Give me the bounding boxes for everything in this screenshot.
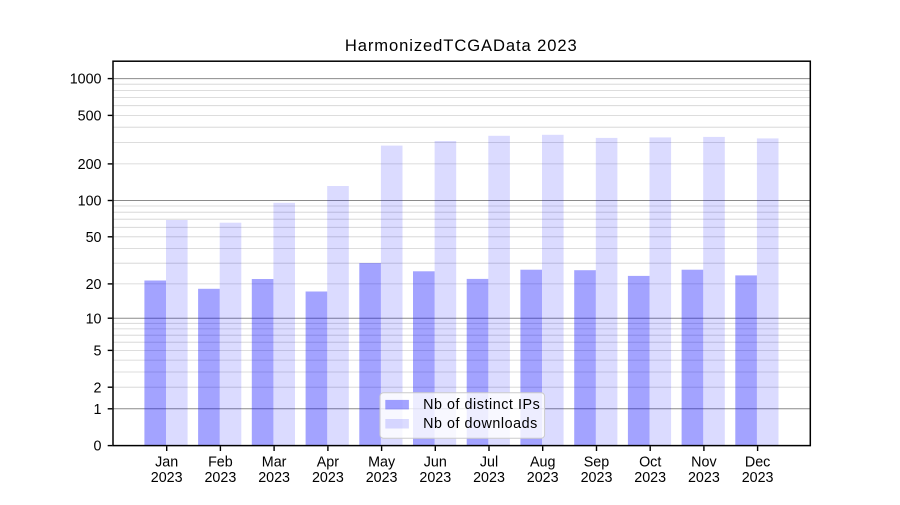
svg-text:Nb of distinct IPs: Nb of distinct IPs <box>423 397 540 413</box>
svg-text:Aug: Aug <box>530 455 555 471</box>
svg-text:Nb of downloads: Nb of downloads <box>423 416 538 432</box>
svg-text:2023: 2023 <box>419 470 451 486</box>
svg-text:2023: 2023 <box>742 470 774 486</box>
svg-text:2023: 2023 <box>366 470 398 486</box>
svg-text:0: 0 <box>94 439 102 455</box>
svg-text:1000: 1000 <box>70 72 102 88</box>
svg-text:50: 50 <box>86 230 102 246</box>
svg-text:Apr: Apr <box>317 455 339 471</box>
svg-text:20: 20 <box>86 277 102 293</box>
svg-text:Jan: Jan <box>155 455 178 471</box>
svg-text:2023: 2023 <box>527 470 559 486</box>
svg-text:Mar: Mar <box>262 455 287 471</box>
svg-text:2023: 2023 <box>688 470 720 486</box>
svg-text:2023: 2023 <box>312 470 344 486</box>
svg-text:2023: 2023 <box>151 470 183 486</box>
svg-text:Nov: Nov <box>691 455 717 471</box>
svg-text:500: 500 <box>78 109 102 125</box>
svg-text:200: 200 <box>78 157 102 173</box>
svg-text:Sep: Sep <box>584 455 609 471</box>
svg-text:Feb: Feb <box>208 455 233 471</box>
svg-text:2: 2 <box>94 380 102 396</box>
svg-text:Oct: Oct <box>639 455 661 471</box>
svg-text:1: 1 <box>94 402 102 418</box>
svg-text:2023: 2023 <box>473 470 505 486</box>
svg-text:2023: 2023 <box>634 470 666 486</box>
svg-text:10: 10 <box>86 311 102 327</box>
svg-text:Jul: Jul <box>480 455 498 471</box>
svg-text:2023: 2023 <box>581 470 613 486</box>
svg-text:Jun: Jun <box>424 455 447 471</box>
svg-text:2023: 2023 <box>258 470 290 486</box>
svg-text:2023: 2023 <box>204 470 236 486</box>
svg-text:Dec: Dec <box>745 455 770 471</box>
svg-text:HarmonizedTCGAData 2023: HarmonizedTCGAData 2023 <box>345 36 578 55</box>
svg-text:5: 5 <box>94 344 102 360</box>
svg-text:100: 100 <box>78 194 102 210</box>
svg-text:May: May <box>368 455 396 471</box>
